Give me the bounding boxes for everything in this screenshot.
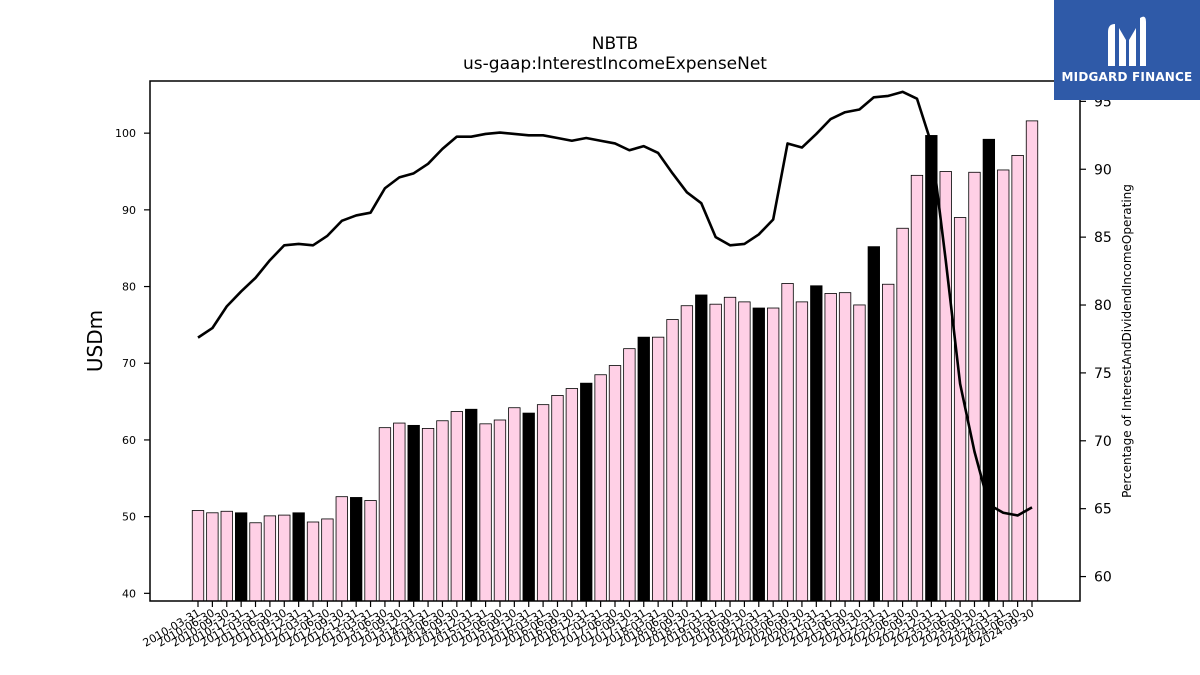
bar [709,303,722,602]
bar [522,412,535,602]
bar [436,420,449,602]
chart-title: NBTB [592,34,638,54]
bar [795,301,809,602]
bar [637,336,650,602]
bar [393,422,406,602]
bar [1025,120,1039,602]
line-layer [197,90,1033,517]
bar [206,512,219,602]
bar [767,307,780,602]
y-tick-label: 80 [122,281,136,294]
left-axis: 40 50 60 70 80 90 100 [115,127,150,600]
bar [982,138,996,602]
bar [953,217,967,602]
bar [680,305,694,602]
bar [623,348,636,602]
bar [1011,154,1024,602]
bar [565,388,579,602]
bar [695,294,708,602]
bar [220,510,233,602]
bar [465,408,478,602]
brand-logo: MIDGARD FINANCE [1054,0,1200,100]
bar [551,395,564,602]
bar [263,515,277,602]
bar [925,135,938,602]
logo-text: MIDGARD FINANCE [1061,70,1193,84]
bar [968,171,981,602]
y2-tick-label: 85 [1094,230,1112,246]
bar [421,428,435,602]
bar [306,521,320,602]
y-tick-label: 100 [115,127,136,140]
series-line [197,90,1033,517]
bar [321,518,334,602]
bar [666,319,679,602]
bar [594,374,607,602]
bar [824,293,837,602]
y-tick-label: 60 [122,434,136,447]
bar [723,296,737,602]
y2-tick-label: 75 [1094,366,1112,382]
bar [896,227,909,602]
bar [882,283,895,602]
bar [378,427,392,602]
bar [364,500,377,602]
y2-tick-label: 70 [1094,434,1112,450]
bar [997,169,1010,602]
y-tick-label: 40 [122,587,136,600]
bar [292,512,305,602]
y-axis-label: USDm [83,310,107,372]
bar [867,246,880,602]
bar [234,512,248,602]
bar [838,292,852,602]
bar [738,301,751,602]
y-tick-label: 70 [122,357,136,370]
bar [278,514,291,602]
bar [191,510,205,602]
bar [335,496,348,602]
y-tick-label: 50 [122,511,136,524]
bar [810,285,823,602]
bar [752,307,765,602]
bar [407,424,420,602]
y2-tick-label: 65 [1094,502,1112,518]
chart-subtitle: us-gaap:InterestIncomeExpenseNet [463,54,767,74]
bar [608,365,622,602]
bar [450,411,463,602]
y2-tick-label: 60 [1094,570,1112,586]
y2-axis-label: Percentage of InterestAndDividendIncomeO… [1120,184,1134,498]
bar [853,304,866,602]
bar [910,174,924,602]
y2-tick-label: 80 [1094,298,1112,314]
bars-layer [191,120,1039,602]
y-tick-label: 90 [122,204,136,217]
logo-mark-icon [1108,16,1146,67]
bar [493,419,507,602]
bar [781,283,794,602]
y2-tick-label: 90 [1094,162,1112,178]
bar [350,497,363,602]
bar [536,404,550,602]
bar [479,423,492,602]
bar [651,336,665,602]
bar [249,522,262,602]
x-axis: 2010-03-312010-06-302010-09-302010-12-31… [141,601,1037,650]
bar [580,382,593,602]
bar [508,407,521,602]
